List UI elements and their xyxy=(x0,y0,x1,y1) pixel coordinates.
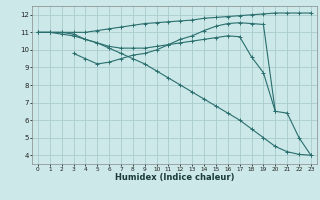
X-axis label: Humidex (Indice chaleur): Humidex (Indice chaleur) xyxy=(115,173,234,182)
